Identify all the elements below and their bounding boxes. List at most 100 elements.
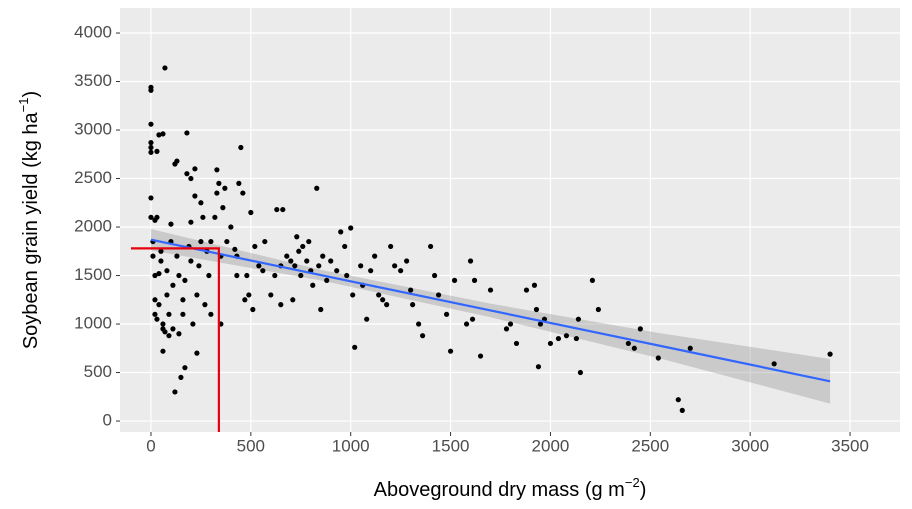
- point: [272, 272, 278, 279]
- x-axis-title-part: ): [640, 479, 647, 501]
- point: [294, 234, 300, 240]
- y-tick-label: 2000: [74, 217, 112, 236]
- point: [523, 287, 530, 293]
- y-axis-title-part: Soybean grain yield (kg ha: [20, 111, 42, 349]
- point: [192, 166, 198, 172]
- point: [262, 238, 268, 245]
- point: [631, 345, 637, 351]
- point: [358, 263, 364, 269]
- point: [487, 287, 494, 293]
- point: [477, 353, 484, 359]
- point: [180, 311, 186, 317]
- point: [162, 65, 168, 71]
- point: [246, 292, 252, 298]
- point: [531, 282, 538, 288]
- point: [555, 335, 562, 342]
- point: [166, 333, 172, 339]
- point: [166, 311, 172, 317]
- x-axis-title-part: −2: [625, 475, 640, 490]
- point: [242, 297, 248, 303]
- point: [234, 272, 240, 279]
- point: [160, 348, 166, 354]
- point: [274, 206, 280, 213]
- point: [655, 355, 661, 361]
- point: [404, 258, 410, 264]
- x-tick-label: 0: [146, 436, 155, 455]
- point: [278, 302, 284, 308]
- point: [220, 205, 226, 211]
- y-tick-label: 1500: [74, 265, 112, 284]
- point: [176, 272, 182, 279]
- point: [156, 302, 162, 308]
- point: [507, 321, 514, 327]
- point: [188, 175, 194, 182]
- point: [156, 270, 162, 277]
- point: [236, 180, 242, 186]
- y-tick-label: 1000: [74, 314, 112, 333]
- point: [164, 268, 170, 274]
- point: [224, 238, 230, 245]
- point: [380, 297, 386, 303]
- x-tick-label: 1500: [432, 436, 470, 455]
- point: [148, 195, 154, 201]
- point: [547, 340, 554, 347]
- point: [625, 340, 631, 347]
- point: [410, 302, 416, 308]
- point: [443, 311, 450, 317]
- point: [170, 326, 176, 332]
- point: [388, 243, 394, 250]
- point: [194, 350, 200, 356]
- point: [198, 238, 204, 245]
- point: [535, 364, 542, 370]
- point: [318, 306, 324, 313]
- point: [170, 282, 176, 288]
- x-axis-title: Aboveground dry mass (g m−2): [374, 475, 647, 501]
- point: [324, 277, 330, 283]
- point: [342, 243, 348, 250]
- point: [575, 316, 582, 322]
- x-tick-label: 2000: [532, 436, 570, 455]
- point: [288, 258, 294, 264]
- point: [240, 190, 246, 196]
- point: [180, 297, 186, 303]
- point: [408, 287, 414, 293]
- point: [469, 316, 476, 322]
- point: [184, 130, 190, 136]
- point: [372, 253, 378, 259]
- point: [451, 277, 458, 283]
- point: [310, 282, 316, 288]
- reference-line: [130, 247, 220, 432]
- point: [184, 171, 190, 177]
- point: [420, 333, 426, 339]
- point: [296, 248, 302, 254]
- point: [156, 132, 162, 138]
- point: [154, 148, 160, 154]
- y-tick-label: 4000: [74, 23, 112, 42]
- point: [314, 185, 320, 191]
- point: [194, 292, 200, 298]
- point: [368, 268, 374, 274]
- point: [160, 321, 166, 327]
- point: [196, 263, 202, 269]
- point: [328, 258, 334, 264]
- point: [148, 144, 154, 151]
- point: [338, 229, 344, 235]
- point: [148, 121, 154, 127]
- point: [148, 214, 154, 220]
- point: [198, 200, 204, 206]
- point: [467, 258, 474, 264]
- point: [148, 149, 154, 155]
- point: [252, 243, 258, 250]
- point: [222, 185, 228, 191]
- point: [148, 140, 154, 146]
- point: [172, 389, 178, 395]
- point: [637, 326, 643, 332]
- point: [306, 238, 312, 245]
- y-tick-label: 3500: [74, 71, 112, 90]
- point: [533, 306, 540, 313]
- point: [771, 361, 777, 367]
- point: [435, 292, 442, 298]
- x-tick-label: 500: [237, 436, 265, 455]
- y-tick-label: 2500: [74, 168, 112, 187]
